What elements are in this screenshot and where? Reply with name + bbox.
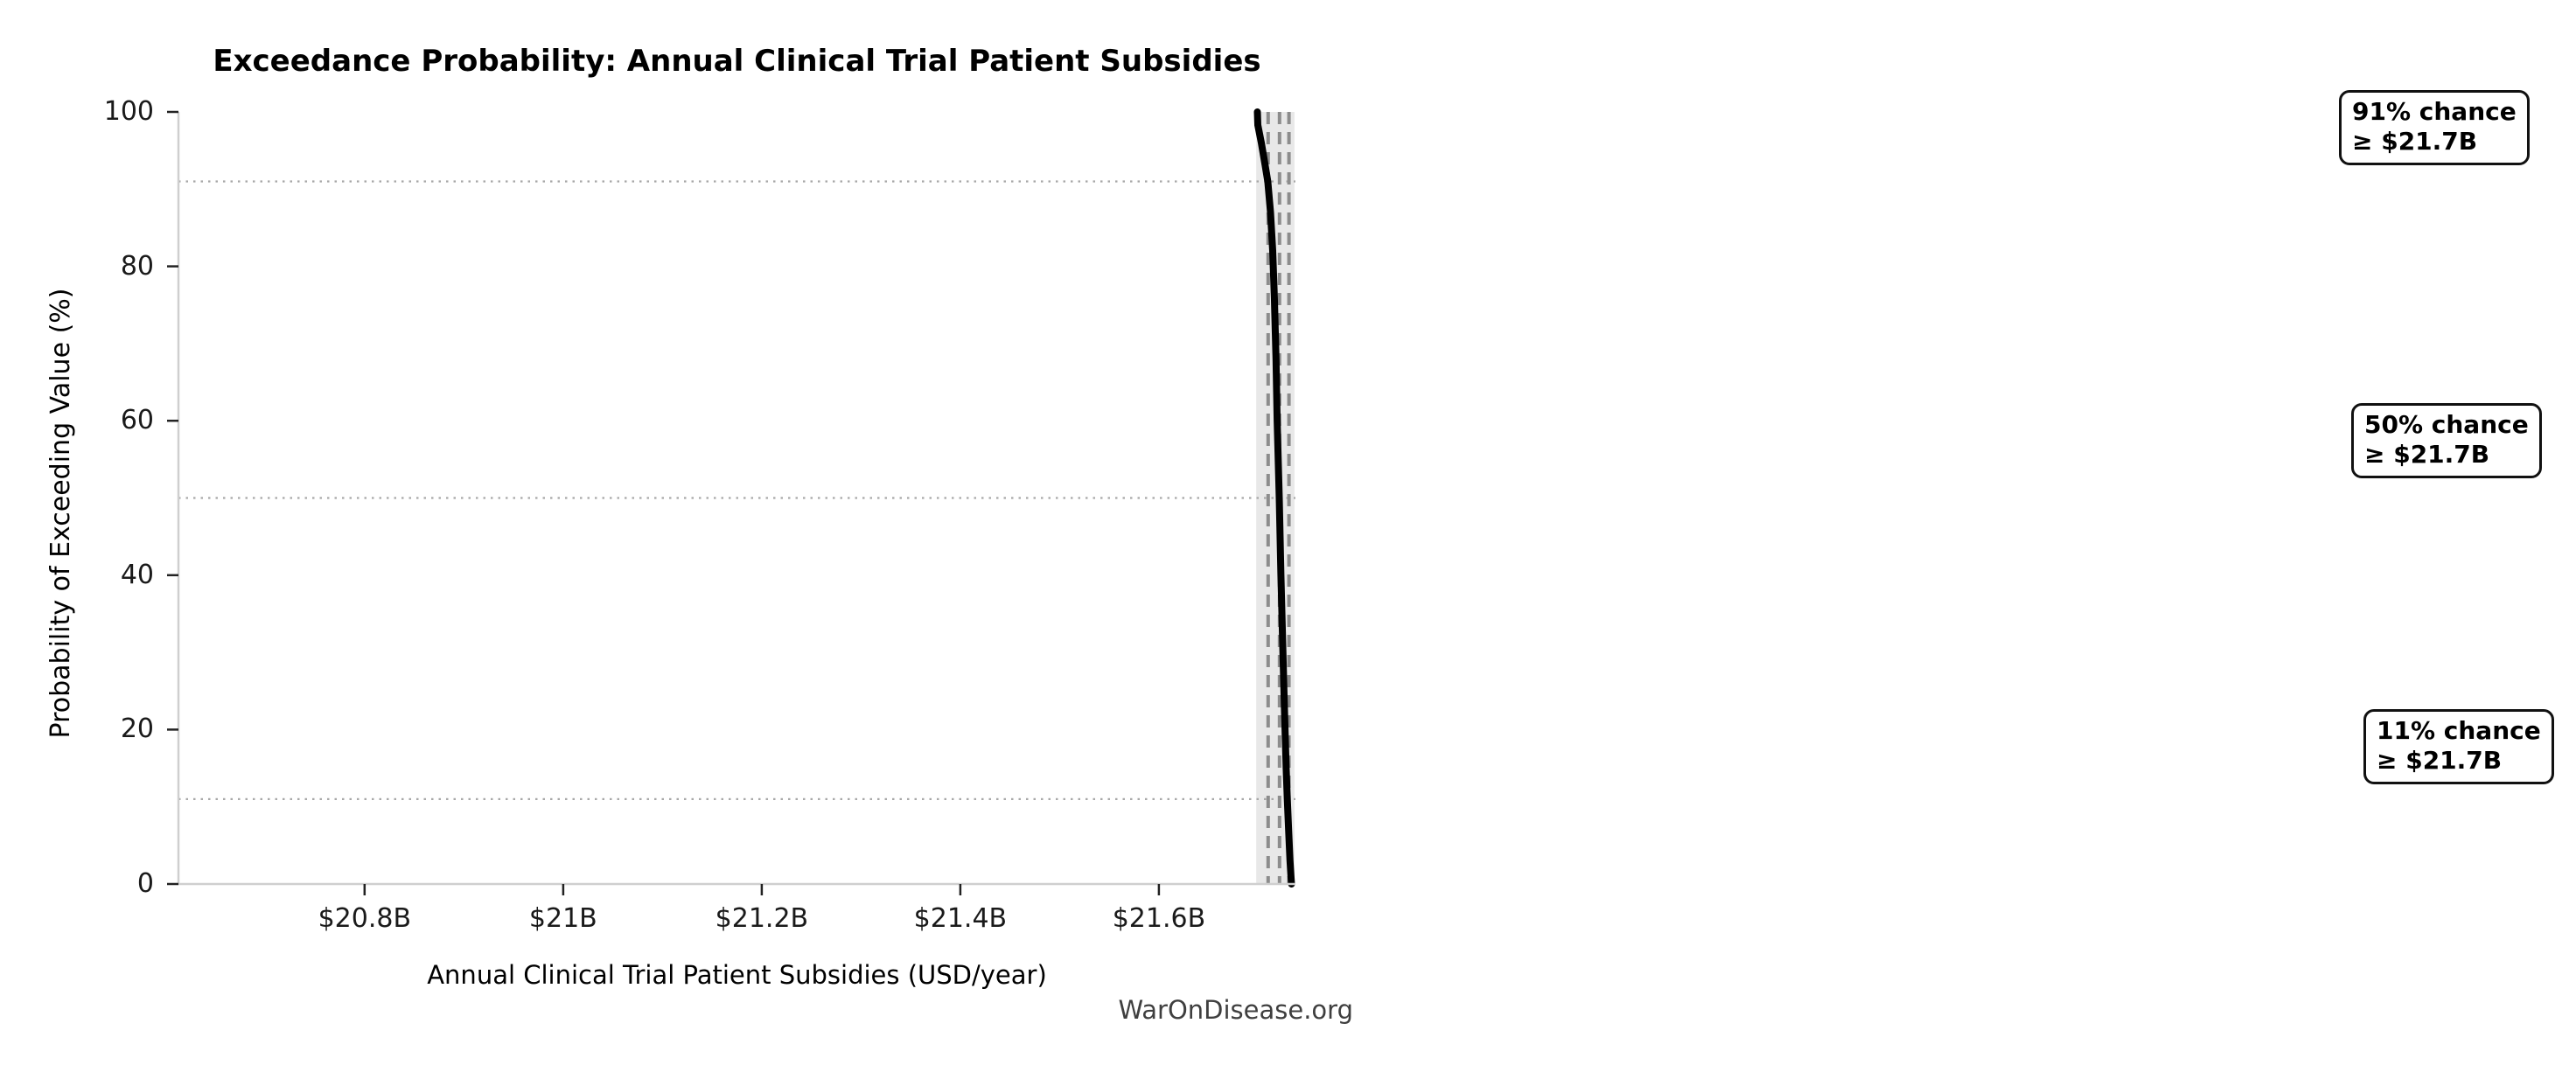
annotation-line1: 50% chance bbox=[2364, 410, 2529, 439]
annotation-line2: ≥ $21.7B bbox=[2364, 440, 2490, 469]
y-tick-label: 80 bbox=[120, 250, 154, 282]
annotation-box-50pct: 50% chance ≥ $21.7B bbox=[2351, 403, 2542, 478]
annotation-box-11pct: 11% chance ≥ $21.7B bbox=[2363, 709, 2554, 784]
exceedance-curve bbox=[1253, 108, 1295, 888]
y-tick-label: 0 bbox=[136, 868, 154, 899]
annotation-line1: 91% chance bbox=[2352, 97, 2517, 126]
annotation-line2: ≥ $21.7B bbox=[2377, 746, 2503, 775]
x-tick-label: $20.8B bbox=[318, 903, 412, 934]
annotation-box-91pct: 91% chance ≥ $21.7B bbox=[2339, 90, 2530, 165]
y-tick-label: 60 bbox=[120, 405, 154, 436]
x-tick-label: $21.4B bbox=[913, 903, 1008, 934]
annotation-line2: ≥ $21.7B bbox=[2352, 127, 2478, 156]
y-tick-label: 100 bbox=[103, 96, 154, 127]
annotation-line1: 11% chance bbox=[2377, 716, 2541, 745]
y-tick-label: 40 bbox=[120, 559, 154, 590]
watermark: WarOnDisease.org bbox=[1118, 995, 1353, 1025]
y-tick-label: 20 bbox=[120, 714, 154, 745]
x-axis-title: Annual Clinical Trial Patient Subsidies … bbox=[427, 960, 1047, 990]
y-axis-title: Probability of Exceeding Value (%) bbox=[45, 288, 76, 739]
chart-title: Exceedance Probability: Annual Clinical … bbox=[213, 44, 1261, 79]
x-tick-label: $21.6B bbox=[1112, 903, 1206, 934]
x-tick-label: $21.2B bbox=[715, 903, 809, 934]
x-tick-label: $21B bbox=[528, 903, 597, 934]
plot-area bbox=[167, 108, 1295, 895]
